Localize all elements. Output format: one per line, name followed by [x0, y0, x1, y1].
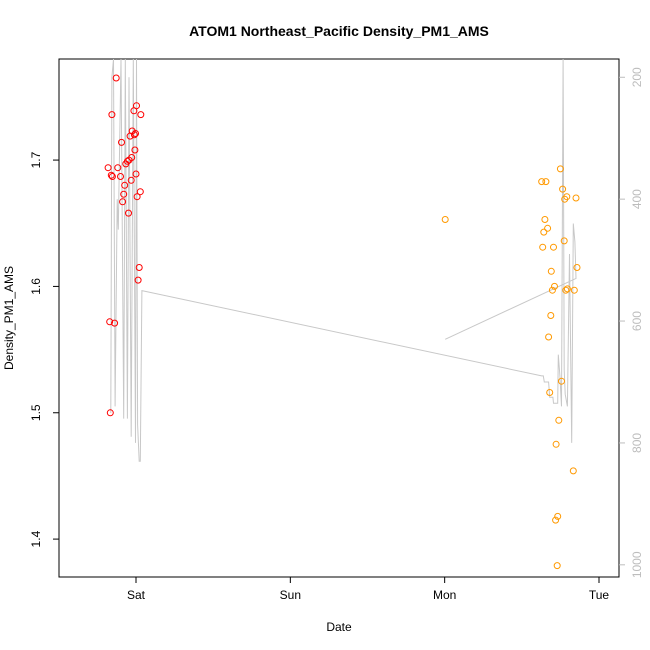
data-point: [548, 286, 556, 294]
data-point: [134, 276, 142, 284]
data-point: [133, 193, 141, 201]
data-point: [563, 285, 571, 293]
x-tick-label: Mon: [433, 588, 456, 602]
y2-tick-label: 400: [630, 189, 644, 209]
data-point: [137, 111, 145, 119]
data-point: [573, 264, 581, 271]
data-point: [558, 377, 565, 385]
data-point: [106, 409, 114, 417]
data-point: [107, 171, 115, 179]
points-layer: [104, 74, 581, 570]
x-tick-label: Sun: [280, 588, 301, 602]
data-point: [120, 190, 128, 198]
data-point: [572, 194, 580, 202]
data-point: [559, 185, 567, 193]
y-tick-label: 1.6: [29, 278, 43, 295]
y-tick-label: 1.4: [29, 530, 43, 547]
data-point: [108, 173, 116, 180]
data-point: [538, 178, 546, 186]
data-point: [556, 165, 564, 173]
y-tick-label: 1.7: [29, 151, 43, 168]
data-point: [136, 188, 144, 196]
data-point: [117, 173, 124, 180]
x-axis: Sat Sun Mon Tue: [127, 577, 609, 602]
data-point: [130, 131, 138, 139]
data-point: [552, 440, 560, 448]
y2-tick-label: 600: [630, 311, 644, 331]
x-axis-label: Date: [326, 620, 352, 634]
data-point: [104, 164, 112, 172]
line-layer: [110, 58, 577, 462]
data-point: [545, 333, 553, 341]
data-point: [114, 164, 122, 172]
data-point: [125, 209, 132, 217]
data-point: [121, 181, 129, 189]
data-point: [554, 512, 562, 520]
data-point: [128, 154, 136, 161]
data-point: [560, 237, 568, 245]
x-tick-label: Sat: [127, 588, 146, 602]
data-point: [551, 282, 558, 290]
data-point: [111, 319, 119, 327]
data-point: [108, 111, 116, 119]
data-point: [112, 74, 120, 82]
data-point: [441, 216, 449, 223]
data-point: [132, 130, 139, 137]
data-point: [546, 389, 554, 396]
data-point: [570, 286, 578, 294]
data-point: [540, 228, 548, 236]
data-point: [131, 146, 139, 154]
data-point: [542, 178, 550, 186]
data-point: [106, 318, 114, 326]
data-point: [563, 193, 571, 201]
series-line-0: [110, 58, 577, 462]
data-point: [547, 312, 555, 319]
data-point: [555, 416, 563, 424]
data-point: [541, 216, 549, 223]
y2-tick-label: 1000: [630, 551, 644, 578]
chart-title: ATOM1 Northeast_Pacific Density_PM1_AMS: [189, 23, 489, 39]
plot-frame: [58, 58, 620, 578]
data-point: [547, 267, 555, 275]
data-point: [569, 467, 577, 475]
data-point: [552, 516, 560, 524]
y2-tick-label: 200: [630, 67, 644, 87]
y-axis-label: Density_PM1_AMS: [2, 266, 16, 370]
y-axis: 1.4 1.5 1.6 1.7: [29, 151, 59, 547]
data-point: [132, 170, 140, 178]
data-point: [133, 102, 140, 110]
y2-axis: 200 400 600 800 1000: [619, 67, 644, 578]
data-point: [550, 243, 557, 251]
y-tick-label: 1.5: [29, 404, 43, 421]
data-point: [539, 243, 547, 251]
data-point: [123, 157, 131, 165]
data-point: [119, 198, 127, 206]
x-tick-label: Tue: [589, 588, 610, 602]
data-point: [135, 264, 143, 271]
data-point: [562, 286, 570, 294]
data-point: [544, 224, 552, 232]
y2-tick-label: 800: [630, 433, 644, 453]
data-point: [118, 138, 125, 146]
data-point: [127, 176, 135, 184]
data-point: [553, 562, 561, 570]
